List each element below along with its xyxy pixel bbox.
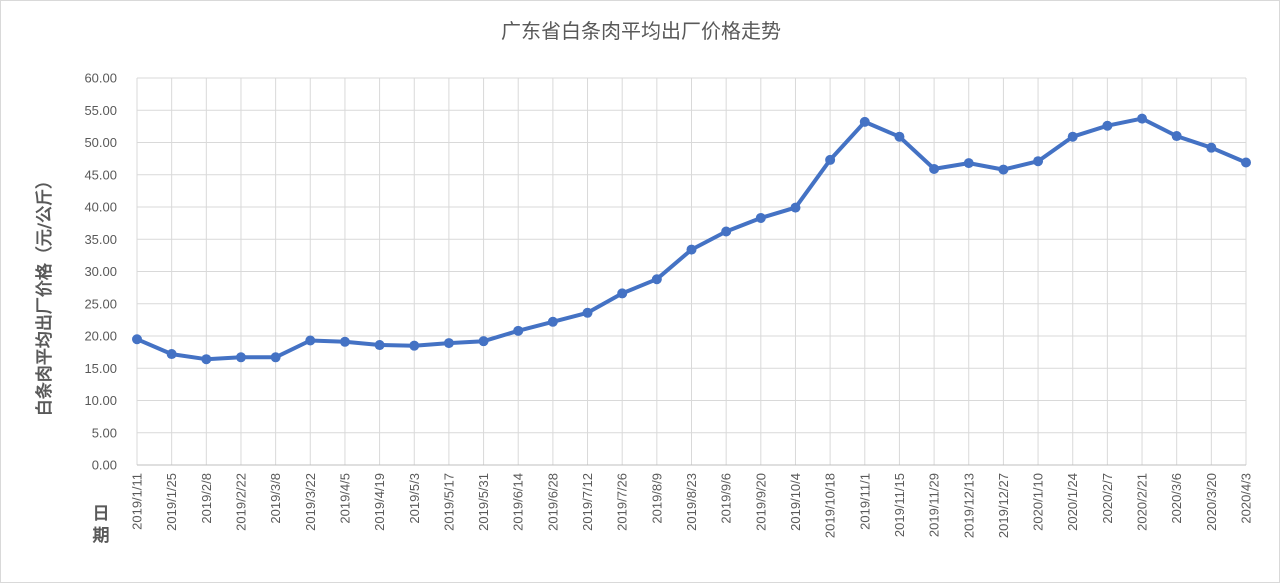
x-tick-label: 2019/12/13 [961,473,976,538]
data-point [651,274,662,285]
data-point [478,336,489,347]
data-point [929,163,940,174]
data-point [339,336,350,347]
x-tick-label: 2019/9/6 [719,473,734,524]
y-axis-ticks: 0.00 5.00 10.00 15.00 20.00 25.00 30.00 35.00 40… [84,71,117,473]
data-point [894,131,905,142]
y-tick-label: 5.00 [92,425,117,440]
data-point [790,202,801,213]
data-point [1206,142,1217,153]
x-tick-label: 2019/7/12 [580,473,595,531]
x-tick-label: 2019/12/27 [996,473,1011,538]
x-tick-label: 2020/1/24 [1065,473,1080,531]
data-point [513,325,524,336]
x-axis-title: 日期 [93,504,110,546]
x-tick-label: 2019/11/1 [857,473,872,530]
y-tick-label: 30.00 [84,264,117,279]
data-point [963,158,974,169]
x-tick-label: 2019/8/23 [684,473,699,531]
x-tick-label: 2020/2/21 [1135,473,1150,531]
x-tick-label: 2019/2/8 [199,473,214,524]
x-tick-label: 2019/5/31 [476,473,491,531]
data-point [1137,113,1148,124]
data-point [305,335,316,346]
x-tick-label: 2019/5/3 [407,473,422,524]
x-tick-label: 2019/1/11 [130,473,145,530]
data-point [859,116,870,127]
data-point [409,340,420,351]
data-point [686,244,697,255]
data-point [755,212,766,223]
y-tick-label: 50.00 [84,135,117,150]
x-tick-label: 2019/8/9 [649,473,664,524]
chart-title: 广东省白条肉平均出厂价格走势 [501,19,781,43]
data-point [617,288,628,299]
y-tick-label: 40.00 [84,200,117,215]
data-point [721,226,732,237]
x-tick-label: 2019/10/18 [823,473,838,538]
x-tick-label: 2019/7/26 [615,473,630,531]
x-tick-label: 2020/3/20 [1204,473,1219,531]
x-tick-label: 2020/2/7 [1100,473,1115,524]
x-tick-label: 2019/3/22 [303,473,318,531]
y-tick-label: 55.00 [84,103,117,118]
x-tick-label: 2019/6/14 [511,473,526,531]
y-tick-label: 20.00 [84,329,117,344]
y-tick-label: 10.00 [84,393,117,408]
x-tick-label: 2019/11/15 [892,473,907,537]
gridlines [136,77,1247,466]
x-tick-label: 2020/4/3 [1239,473,1254,524]
data-point [374,340,385,351]
data-point [582,307,593,318]
data-point [166,349,177,360]
y-tick-label: 25.00 [84,296,117,311]
y-tick-label: 60.00 [84,71,117,86]
x-axis-title-char: 日 [93,504,110,524]
y-tick-label: 35.00 [84,232,117,247]
x-tick-label: 2019/10/4 [788,473,803,531]
x-axis-title-char: 期 [93,526,110,546]
y-tick-label: 15.00 [84,361,117,376]
x-tick-label: 2019/11/29 [927,473,942,537]
x-tick-label: 2019/4/5 [337,473,352,524]
x-tick-label: 2019/2/22 [233,473,248,531]
y-tick-label: 0.00 [92,458,117,473]
data-point [235,352,246,363]
x-tick-label: 2020/3/6 [1169,473,1184,524]
x-tick-label: 2019/1/25 [164,473,179,531]
data-point [1171,131,1182,142]
data-point [1102,120,1113,131]
y-axis-title: 白条肉平均出厂价格（元/公斤） [34,172,55,416]
x-tick-label: 2019/3/8 [268,473,283,524]
x-axis-ticks: 2019/1/11 2019/1/25 2019/2/8 2019/2/22 2019/… [130,473,1254,538]
data-point [547,316,558,327]
series-price [132,113,1251,365]
data-point [998,164,1009,175]
data-point [132,334,142,345]
data-point [1067,131,1078,142]
data-point [1241,157,1251,168]
x-tick-label: 2019/5/17 [441,473,456,531]
x-tick-label: 2019/4/19 [372,473,387,531]
x-tick-label: 2019/9/20 [753,473,768,531]
x-tick-label: 2019/6/28 [545,473,560,531]
y-tick-label: 45.00 [84,167,117,182]
data-point [201,354,212,365]
data-point [443,338,454,349]
x-tick-label: 2020/1/10 [1031,473,1046,531]
data-point [825,154,836,165]
data-point [270,352,281,363]
data-point [1033,156,1044,167]
